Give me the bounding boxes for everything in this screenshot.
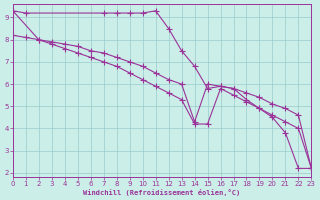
X-axis label: Windchill (Refroidissement éolien,°C): Windchill (Refroidissement éolien,°C) <box>84 189 241 196</box>
